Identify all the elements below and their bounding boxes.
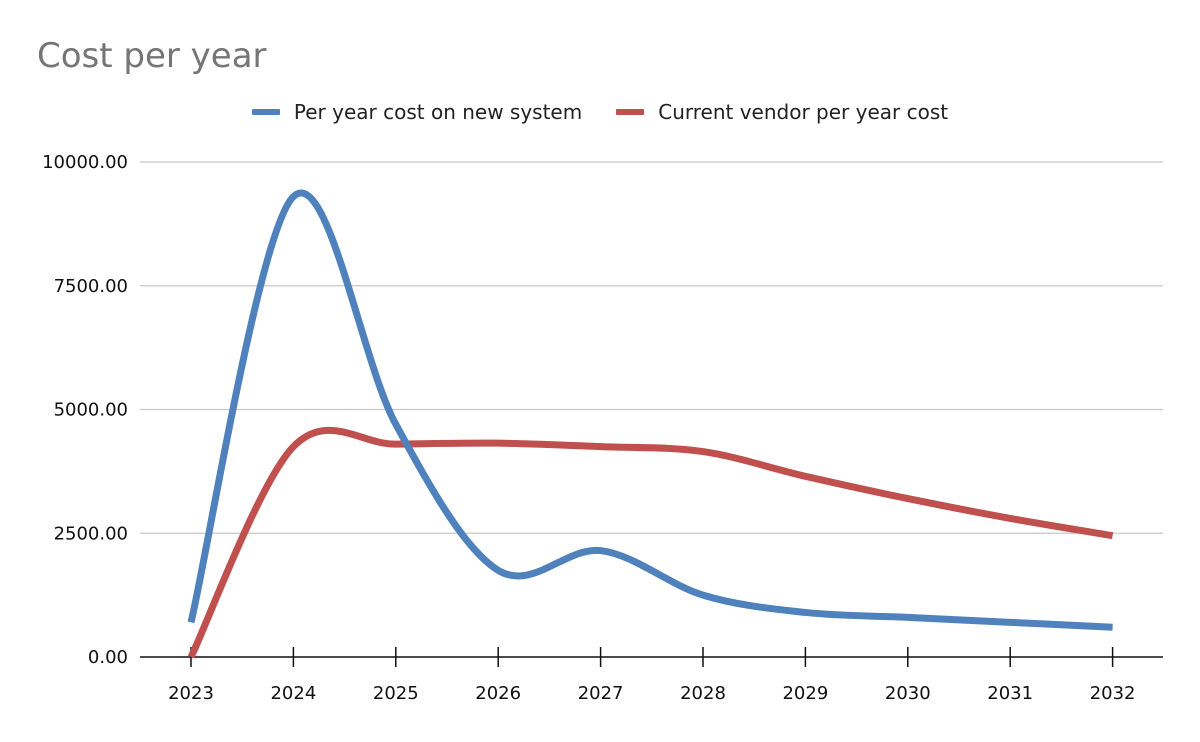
legend-item-current-vendor: Current vendor per year cost bbox=[616, 100, 948, 124]
x-tick-label-2025: 2025 bbox=[373, 683, 419, 704]
legend-item-new-system: Per year cost on new system bbox=[251, 100, 583, 124]
legend-label-current-vendor: Current vendor per year cost bbox=[658, 100, 949, 124]
y-tick-label-2: 5000.00 bbox=[54, 400, 128, 421]
series-line-new-system bbox=[187, 189, 1113, 631]
y-tick-label-0: 0.00 bbox=[88, 647, 128, 668]
x-tick-label-2026: 2026 bbox=[475, 683, 521, 704]
legend-label-new-system: Per year cost on new system bbox=[293, 100, 583, 124]
x-tick-label-2023: 2023 bbox=[168, 683, 214, 704]
y-tick-label-1: 2500.00 bbox=[54, 523, 128, 544]
x-tick-label-2028: 2028 bbox=[680, 683, 726, 704]
y-tick-label-3: 7500.00 bbox=[54, 276, 128, 297]
x-tick-label-2032: 2032 bbox=[1090, 683, 1136, 704]
legend-swatch-current-vendor bbox=[616, 109, 645, 115]
y-tick-label-4: 10000.00 bbox=[42, 152, 128, 173]
x-tick-label-2027: 2027 bbox=[578, 683, 624, 704]
chart-title: Cost per year bbox=[37, 36, 267, 76]
legend: Per year cost on new system Current vend… bbox=[0, 100, 1200, 124]
x-tick-label-2031: 2031 bbox=[987, 683, 1033, 704]
legend-swatch-new-system bbox=[251, 109, 280, 115]
x-tick-label-2030: 2030 bbox=[885, 683, 931, 704]
series-line-current-vendor bbox=[187, 426, 1114, 659]
x-tick-label-2024: 2024 bbox=[270, 683, 316, 704]
x-tick-label-2029: 2029 bbox=[782, 683, 828, 704]
